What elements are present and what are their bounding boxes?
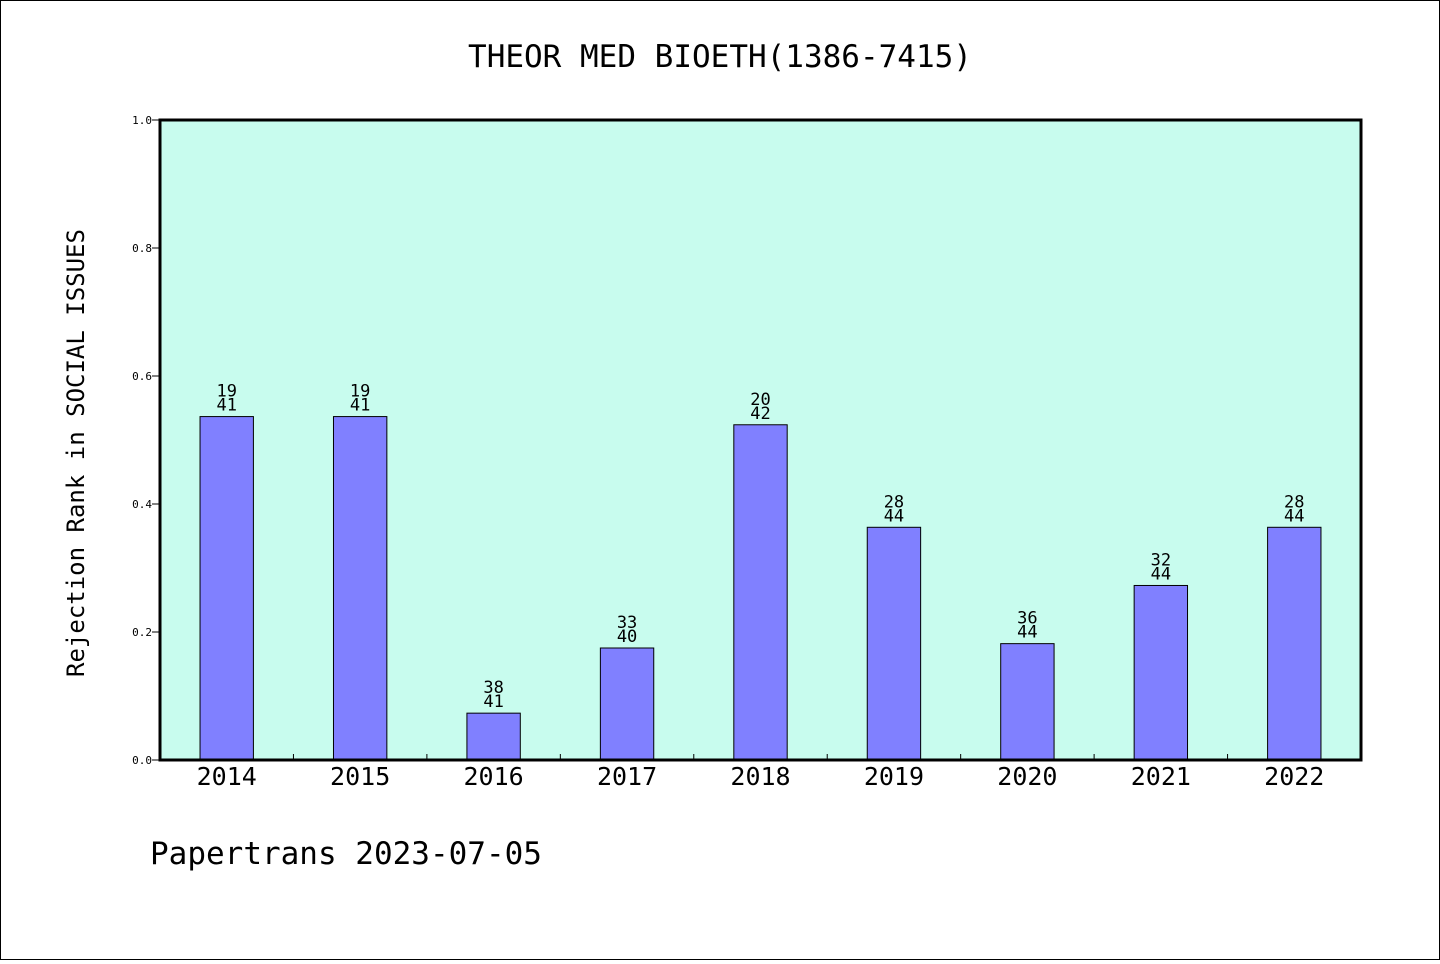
bar-total-label: 41 [350,396,370,416]
footer-credit: Papertrans 2023-07-05 [150,836,542,872]
x-tick-label: 2017 [597,762,657,791]
plot-frame [158,118,1363,762]
bar [1267,526,1322,761]
x-tick-label: 2014 [197,762,257,791]
bar-rank-label: 28 [1284,492,1304,512]
bar-total-label: 44 [1151,564,1171,584]
x-tick-label: 2015 [330,762,390,791]
bar-total-label: 44 [1017,623,1037,643]
x-tick-label: 2022 [1264,762,1324,791]
bar-rank-label: 32 [1151,550,1171,570]
bars-group [199,416,1322,761]
bar [599,647,655,761]
x-tick-label: 2021 [1131,762,1191,791]
bar-rank-label: 33 [617,613,637,633]
bar-total-label: 44 [1284,506,1304,526]
bar-total-label: 44 [884,506,904,526]
x-tick-label: 2016 [464,762,524,791]
x-tick-label: 2018 [730,762,790,791]
bar-rank-label: 20 [750,390,770,410]
bar-rank-label: 28 [884,492,904,512]
bar [199,416,254,761]
bar [866,526,922,761]
y-tick-label: 0.8 [132,242,152,255]
x-tick-label: 2019 [864,762,924,791]
bar [733,424,788,761]
y-tick-label: 0.4 [132,498,152,511]
y-tick-label: 1.0 [132,114,152,127]
bar-total-label: 41 [216,396,236,416]
y-axis-label: Rejection Rank in SOCIAL ISSUES [62,229,90,677]
chart-title: THEOR MED BIOETH(1386-7415) [468,39,972,75]
bar-rank-label: 38 [483,678,503,698]
x-axis: 2014 2015 2016 2017 2018 2019 2020 2021 2022 [197,754,1324,791]
x-tick-label: 2020 [997,762,1057,791]
bar [332,416,388,761]
y-tick-label: 0.0 [132,754,152,767]
bar-total-label: 42 [750,404,770,424]
bar-rank-label: 36 [1017,609,1037,629]
bar-total-label: 41 [483,692,503,712]
y-tick-label: 0.6 [132,370,152,383]
bar-total-label: 40 [617,627,637,647]
bar [1000,643,1055,761]
y-axis: 0.0 0.2 0.4 0.6 0.8 1.0 [132,114,160,767]
bar [466,712,521,761]
bar-rank-label: 19 [350,382,370,402]
bar-rank-label: 19 [216,382,236,402]
bar [1133,584,1189,761]
y-tick-label: 0.2 [132,626,152,639]
